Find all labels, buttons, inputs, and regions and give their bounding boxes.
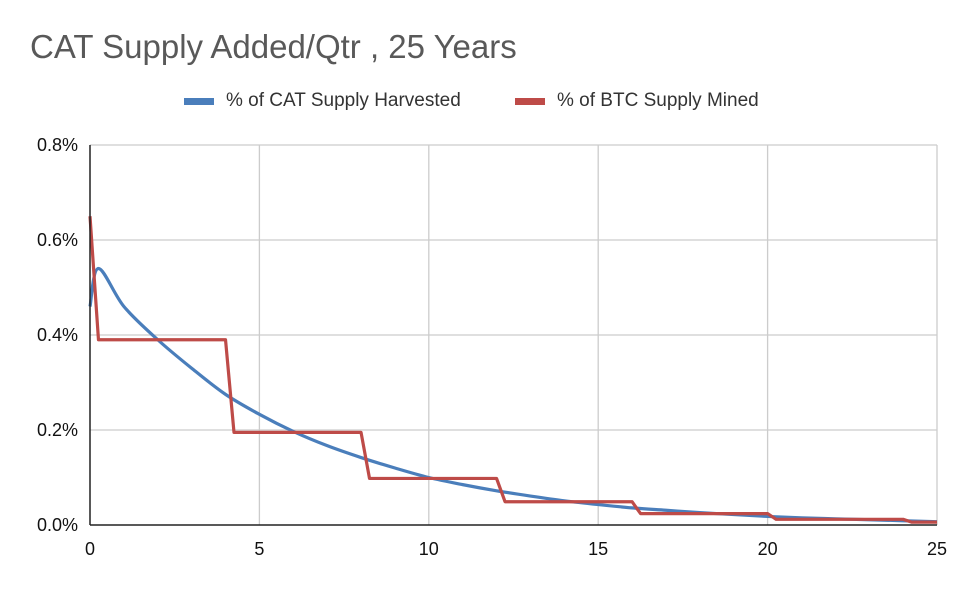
legend-label-cat: % of CAT Supply Harvested [226,90,461,111]
legend-item-btc: % of BTC Supply Mined [515,90,759,112]
y-tick-label: 0.2% [37,420,78,440]
series-layer [88,216,938,524]
legend-swatch-cat [184,97,214,105]
y-tick-label: 0.4% [37,325,78,345]
x-tick-label: 0 [85,539,95,559]
legend-item-cat: % of CAT Supply Harvested [184,90,461,112]
x-tick-label: 10 [419,539,439,559]
series-line-cat-supply-harvested [88,266,938,524]
chart-title: CAT Supply Added/Qtr , 25 Years [30,28,517,65]
legend-swatch-btc [515,97,545,105]
x-tick-label: 25 [927,539,947,559]
x-tick-label: 15 [588,539,608,559]
y-tick-label: 0.6% [37,230,78,250]
legend-label-btc: % of BTC Supply Mined [557,90,759,111]
x-tick-label: 5 [254,539,264,559]
gridlines [90,144,938,525]
y-tick-label: 0.8% [37,135,78,155]
axes [89,145,937,526]
series-line-btc-supply-mined [88,216,937,524]
legend: % of CAT Supply Harvested % of BTC Suppl… [0,90,966,116]
y-tick-label: 0.0% [37,515,78,535]
x-tick-label: 20 [758,539,778,559]
tick-labels: 0.0% 0.2% 0.4% 0.6% 0.8% 0 5 10 15 20 25 [37,135,947,559]
